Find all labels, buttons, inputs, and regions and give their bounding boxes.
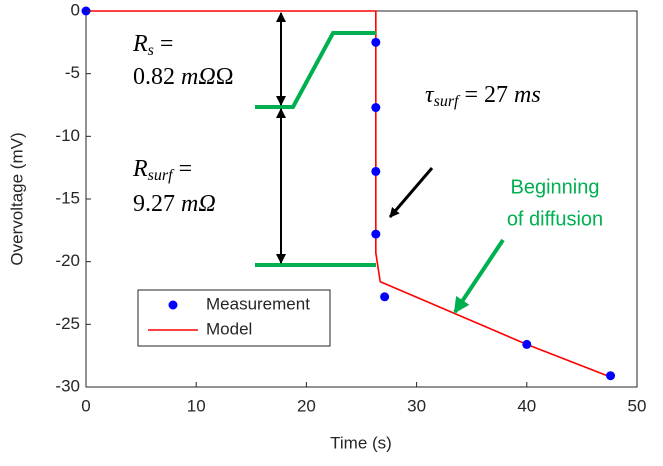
legend-label: Model xyxy=(206,319,252,338)
x-tick-label: 50 xyxy=(628,396,647,415)
annotation: Beginning xyxy=(511,176,600,198)
x-tick-label: 30 xyxy=(407,396,426,415)
data-point xyxy=(371,229,381,239)
x-tick-label: 0 xyxy=(81,396,90,415)
model-line xyxy=(86,10,611,378)
data-point xyxy=(522,339,532,349)
y-tick-label: -25 xyxy=(55,314,80,333)
x-tick-label: 20 xyxy=(297,396,316,415)
y-tick-label: -20 xyxy=(55,251,80,270)
x-tick-label: 40 xyxy=(517,396,536,415)
annotation-arrow xyxy=(388,167,434,218)
x-tick-label: 10 xyxy=(187,396,206,415)
data-point xyxy=(606,371,616,381)
y-tick-label: -5 xyxy=(65,63,80,82)
legend-box xyxy=(137,289,331,347)
annotation-line xyxy=(255,31,376,109)
y-axis-label: Overvoltage (mV) xyxy=(7,132,26,265)
annotation: 9.27 mΩ xyxy=(133,191,216,217)
annotation: Rsurf = xyxy=(132,156,192,184)
legend-marker xyxy=(168,300,178,310)
annotation: of diffusion xyxy=(507,208,603,230)
data-point xyxy=(371,37,381,47)
legend-label: Measurement xyxy=(206,294,310,313)
y-tick-label: 0 xyxy=(71,0,80,19)
plot-area xyxy=(81,6,616,381)
data-point xyxy=(380,292,390,302)
annotation: τsurf = 27 ms xyxy=(425,82,541,110)
data-point xyxy=(371,103,381,113)
annotation: Rs = xyxy=(132,31,173,59)
annotation: 0.82 mΩΩ xyxy=(133,64,234,90)
annotation-arrow xyxy=(453,238,505,314)
data-point xyxy=(371,166,381,176)
y-tick-label: -10 xyxy=(55,126,80,145)
y-tick-label: -30 xyxy=(55,376,80,395)
x-axis-label: Time (s) xyxy=(330,433,392,452)
y-tick-label: -15 xyxy=(55,188,80,207)
